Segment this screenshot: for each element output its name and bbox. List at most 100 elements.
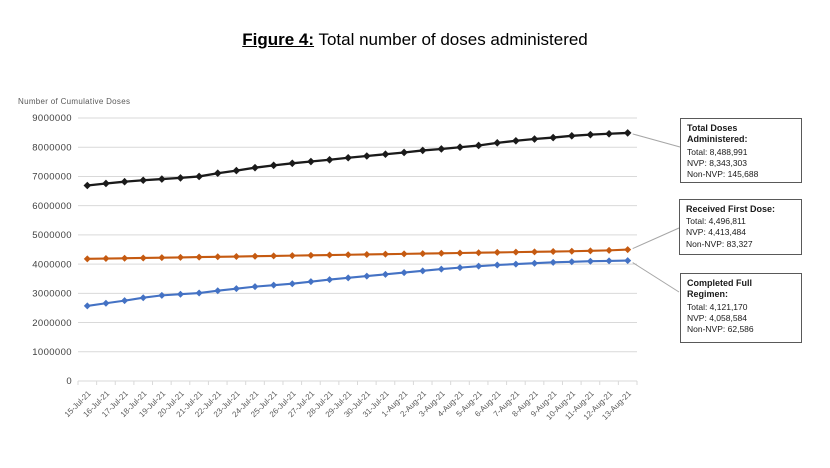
callout-total-doses-line: Non-NVP: 145,688 bbox=[687, 168, 759, 179]
series-line bbox=[87, 259, 628, 307]
series-marker bbox=[456, 143, 464, 152]
series-marker bbox=[363, 272, 371, 280]
figure-title: Figure 4: Total number of doses administ… bbox=[0, 30, 830, 50]
series-marker bbox=[344, 274, 352, 282]
callout-first-dose-title: Received First Dose: bbox=[686, 204, 776, 214]
series-marker bbox=[400, 269, 408, 277]
series-marker bbox=[531, 259, 539, 267]
series-marker bbox=[176, 290, 184, 298]
series-marker bbox=[623, 129, 632, 137]
y-axis-tick-label: 3000000 bbox=[32, 289, 72, 300]
series-marker bbox=[549, 258, 557, 266]
series-marker bbox=[400, 250, 408, 258]
series-marker bbox=[512, 136, 520, 145]
callout-leader-line bbox=[632, 262, 680, 293]
series-marker bbox=[232, 253, 240, 261]
series-marker bbox=[195, 172, 203, 181]
series-marker bbox=[624, 246, 632, 254]
series-marker bbox=[176, 174, 185, 182]
series-marker bbox=[418, 146, 427, 155]
y-axis-tick-label: 4000000 bbox=[32, 259, 72, 270]
series-marker bbox=[586, 247, 594, 255]
series-marker bbox=[326, 276, 334, 284]
series-marker bbox=[586, 130, 595, 139]
series-marker bbox=[102, 255, 110, 263]
callout-leader-line bbox=[632, 227, 680, 250]
callout-first-dose: Received First Dose: Total: 4,496,811 NV… bbox=[679, 199, 802, 255]
series-marker bbox=[493, 139, 502, 147]
series-marker bbox=[381, 150, 390, 159]
series-marker bbox=[270, 252, 278, 260]
series-marker bbox=[288, 280, 296, 288]
series-marker bbox=[139, 254, 147, 262]
series-marker bbox=[567, 132, 576, 140]
series-marker bbox=[251, 163, 259, 172]
series-marker bbox=[456, 264, 464, 272]
series-marker bbox=[307, 251, 315, 259]
callout-completed-regimen-line: Total: 4,121,170 bbox=[687, 301, 748, 312]
series-marker bbox=[83, 302, 91, 310]
series-marker bbox=[307, 278, 315, 286]
series-marker bbox=[325, 155, 334, 164]
series-marker bbox=[158, 175, 166, 183]
callout-completed-regimen-title: Completed Full Regimen: bbox=[687, 278, 752, 300]
series-marker bbox=[437, 265, 445, 273]
y-axis-tick-label: 8000000 bbox=[32, 142, 72, 153]
y-axis-tick-label: 2000000 bbox=[32, 318, 72, 329]
series-marker bbox=[139, 294, 147, 302]
series-marker bbox=[195, 289, 203, 297]
series-marker bbox=[232, 166, 241, 175]
series-marker bbox=[214, 287, 222, 295]
series-marker bbox=[251, 283, 259, 291]
callout-total-doses-title: Total Doses Administered: bbox=[687, 123, 748, 145]
series-marker bbox=[605, 257, 613, 265]
series-marker bbox=[121, 254, 129, 262]
series-marker bbox=[568, 258, 576, 266]
series-marker bbox=[213, 169, 222, 178]
series-marker bbox=[269, 161, 278, 170]
callout-total-doses-line: NVP: 8,343,303 bbox=[687, 157, 748, 168]
series-marker bbox=[102, 179, 110, 188]
series-marker bbox=[288, 252, 296, 260]
series-marker bbox=[232, 285, 240, 293]
series-marker bbox=[381, 270, 389, 278]
series-marker bbox=[437, 249, 445, 257]
series-marker bbox=[288, 159, 297, 168]
callout-leader-line bbox=[632, 133, 681, 148]
series-marker bbox=[176, 253, 184, 261]
callout-first-dose-line: Total: 4,496,811 bbox=[686, 216, 746, 227]
series-marker bbox=[195, 253, 203, 261]
series-marker bbox=[83, 255, 91, 263]
series-marker bbox=[624, 257, 632, 265]
series-marker bbox=[139, 176, 148, 185]
callout-completed-regimen: Completed Full Regimen: Total: 4,121,170… bbox=[680, 273, 802, 343]
callout-completed-regimen-line: Non-NVP: 62,586 bbox=[687, 323, 754, 334]
series-marker bbox=[400, 148, 408, 157]
y-axis-tick-label: 7000000 bbox=[32, 172, 72, 183]
y-axis-tick-label: 6000000 bbox=[32, 201, 72, 212]
series-marker bbox=[307, 157, 315, 166]
series-marker bbox=[531, 248, 539, 256]
series-marker bbox=[363, 152, 371, 160]
series-marker bbox=[102, 299, 110, 307]
series-marker bbox=[493, 261, 501, 269]
callout-first-dose-line: NVP: 4,413,484 bbox=[686, 227, 747, 238]
series-marker bbox=[474, 141, 483, 150]
series-marker bbox=[158, 291, 166, 299]
callout-completed-regimen-line: NVP: 4,058,584 bbox=[687, 312, 748, 323]
y-axis-title: Number of Cumulative Doses bbox=[18, 97, 130, 106]
series-marker bbox=[456, 249, 464, 257]
series-marker bbox=[475, 249, 483, 257]
y-axis-tick-label: 1000000 bbox=[32, 347, 72, 358]
series-marker bbox=[120, 177, 129, 186]
series-marker bbox=[586, 257, 594, 265]
series-marker bbox=[475, 262, 483, 270]
series-marker bbox=[344, 251, 352, 259]
series-marker bbox=[83, 181, 92, 190]
series-marker bbox=[326, 251, 334, 259]
series-marker bbox=[605, 246, 613, 254]
series-marker bbox=[363, 250, 371, 258]
callout-total-doses: Total Doses Administered: Total: 8,488,9… bbox=[680, 118, 802, 183]
